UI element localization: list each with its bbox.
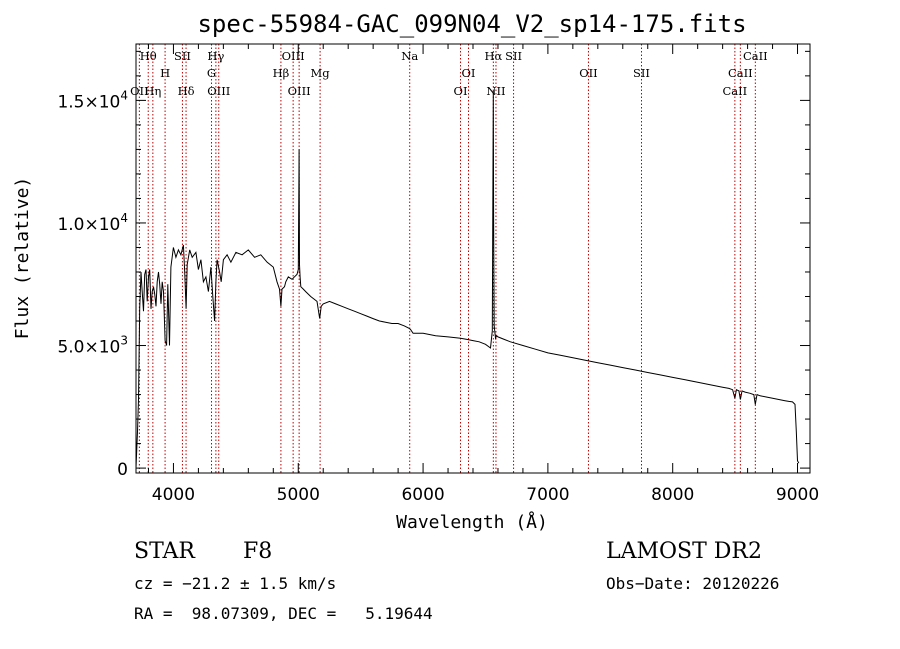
line-marker-label: NII [486, 84, 505, 98]
line-marker-label: SII [505, 49, 522, 63]
line-marker-label: CaII [728, 66, 753, 80]
x-tick-label: 8000 [651, 485, 694, 505]
line-marker-label: G [207, 66, 216, 80]
line-marker-label: OIII [282, 49, 305, 63]
line-marker-label: OII [130, 84, 149, 98]
chart-title: spec-55984-GAC_099N04_V2_sp14-175.fits [197, 10, 746, 38]
line-marker-label: OI [454, 84, 468, 98]
survey-name: LAMOST DR2 [606, 539, 762, 564]
x-tick-label: 6000 [401, 485, 444, 505]
object-class: STAR [134, 539, 195, 564]
line-marker-label: Hδ [178, 84, 195, 98]
line-marker-label: Hη [144, 84, 161, 98]
redshift-value: cz = −21.2 ± 1.5 km/s [134, 574, 337, 593]
series-layer [135, 90, 800, 469]
line-marker-label: SII [174, 49, 191, 63]
line-marker-label: OIII [288, 84, 311, 98]
line-marker-label: Na [401, 49, 418, 63]
line-marker-label: Hα [484, 49, 502, 63]
line-marker-label: SII [633, 66, 650, 80]
y-tick-label: 0 [117, 460, 128, 480]
line-marker-label: Hγ [207, 49, 224, 63]
x-tick-label: 9000 [776, 485, 819, 505]
spectrum-line [135, 90, 800, 469]
y-tick-label: 5.0×103 [57, 334, 128, 358]
ra-dec: RA = 98.07309, DEC = 5.19644 [134, 604, 433, 623]
y-tick-label: 1.5×104 [57, 88, 128, 112]
line-marker-label: Hβ [273, 66, 290, 80]
line-marker-label: CaII [743, 49, 768, 63]
x-tick-label: 4000 [152, 485, 195, 505]
line-marker-layer [138, 44, 756, 473]
line-marker-label: H [160, 66, 170, 80]
x-axis-label: Wavelength (Å) [396, 511, 548, 533]
line-marker-label: Mg [311, 66, 331, 80]
plot-frame [135, 43, 811, 474]
line-marker-label: OI [462, 66, 476, 80]
object-subclass: F8 [243, 539, 273, 564]
line-marker-label: OIII [207, 84, 230, 98]
obs-date: Obs−Date: 20120226 [606, 574, 780, 593]
y-axis-label: Flux (relative) [12, 177, 33, 340]
x-tick-label: 7000 [526, 485, 569, 505]
y-tick-label: 1.0×104 [57, 211, 128, 235]
line-marker-label: CaII [722, 84, 747, 98]
line-marker-label: OII [579, 66, 598, 80]
line-label-layer: HθOIIHηHSIIHδHγGOIIIOIIIHβOIIIMgNaOIOIHα… [130, 49, 768, 98]
line-marker-label: Hθ [140, 49, 157, 63]
x-tick-label: 5000 [277, 485, 320, 505]
axis-layer: 4000 5000 6000 7000 8000 9000 0 5.0×103 1.0×104 1… [57, 44, 819, 505]
